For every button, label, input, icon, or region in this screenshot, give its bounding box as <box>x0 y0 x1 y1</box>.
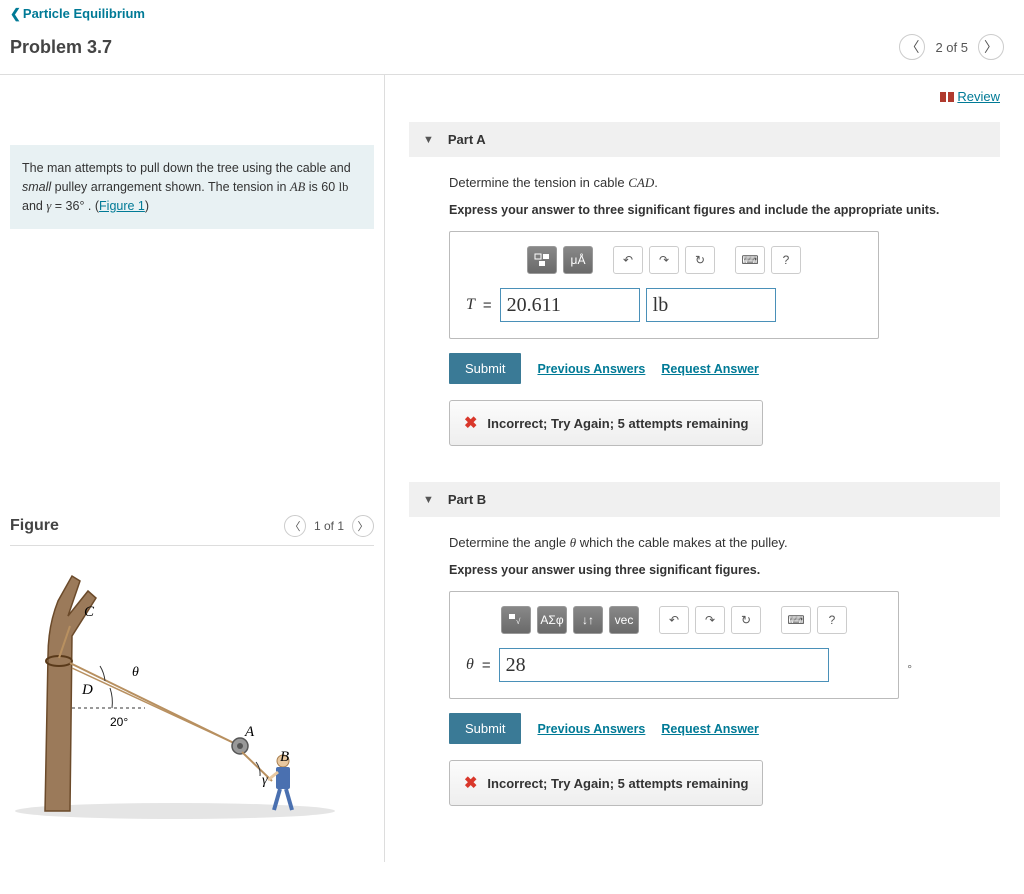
figure-pager: 〈 1 of 1 〉 <box>284 515 374 537</box>
part-b-question: Determine the angle θ which the cable ma… <box>449 535 1000 551</box>
part-a-request-answer-link[interactable]: Request Answer <box>661 362 758 376</box>
figure-link[interactable]: Figure 1 <box>99 199 145 213</box>
part-b-title: Part B <box>448 492 486 507</box>
keyboard-button[interactable]: ⌨ <box>781 606 811 634</box>
reset-button[interactable]: ↻ <box>685 246 715 274</box>
fig-prev-button[interactable]: 〈 <box>284 515 306 537</box>
svg-text:D: D <box>81 682 93 698</box>
page-title: Problem 3.7 <box>10 37 112 58</box>
svg-text:C: C <box>84 604 95 620</box>
part-a-previous-answers-link[interactable]: Previous Answers <box>537 362 645 376</box>
part-a-feedback: ✖ Incorrect; Try Again; 5 attempts remai… <box>449 400 763 446</box>
collapse-icon: ▼ <box>423 494 434 506</box>
svg-text:γ: γ <box>262 773 268 788</box>
breadcrumb: ❮Particle Equilibrium <box>0 0 1024 26</box>
next-problem-button[interactable]: 〉 <box>978 34 1004 60</box>
fig-next-button[interactable]: 〉 <box>352 515 374 537</box>
subscript-button[interactable]: ↓↑ <box>573 606 603 634</box>
prev-problem-button[interactable]: 〈 <box>899 34 925 60</box>
redo-button[interactable]: ↷ <box>695 606 725 634</box>
flag-icon <box>940 92 954 102</box>
keyboard-button[interactable]: ⌨ <box>735 246 765 274</box>
incorrect-icon: ✖ <box>464 773 477 793</box>
template-button[interactable] <box>527 246 557 274</box>
problem-statement: The man attempts to pull down the tree u… <box>10 145 374 229</box>
units-button[interactable]: μÅ <box>563 246 593 274</box>
var-label: T <box>466 296 475 314</box>
part-a-title: Part A <box>448 132 486 147</box>
help-button[interactable]: ? <box>771 246 801 274</box>
part-a-submit-button[interactable]: Submit <box>449 353 521 384</box>
undo-button[interactable]: ↶ <box>613 246 643 274</box>
help-button[interactable]: ? <box>817 606 847 634</box>
part-b-instruction: Express your answer using three signific… <box>449 563 1000 577</box>
svg-text:√: √ <box>516 617 521 626</box>
part-b-submit-button[interactable]: Submit <box>449 713 521 744</box>
reset-button[interactable]: ↻ <box>731 606 761 634</box>
vector-button[interactable]: vec <box>609 606 639 634</box>
part-a-question: Determine the tension in cable CAD. <box>449 175 1000 191</box>
figure-pager-text: 1 of 1 <box>314 519 344 533</box>
part-b-answer-box: √ ΑΣφ ↓↑ vec ↶ ↷ ↻ ⌨ ? θ = <box>449 591 899 699</box>
collapse-icon: ▼ <box>423 134 434 146</box>
part-b-value-input[interactable] <box>499 648 829 682</box>
part-b-request-answer-link[interactable]: Request Answer <box>661 722 758 736</box>
part-a-answer-box: μÅ ↶ ↷ ↻ ⌨ ? T = <box>449 231 879 339</box>
svg-text:20°: 20° <box>110 715 128 729</box>
degree-symbol: ° <box>907 662 912 676</box>
chevron-left-icon: ❮ <box>10 6 21 21</box>
part-a-header[interactable]: ▼ Part A <box>409 122 1000 157</box>
problem-pager: 〈 2 of 5 〉 <box>899 34 1014 60</box>
part-a-value-input[interactable] <box>500 288 640 322</box>
part-a-instruction: Express your answer to three significant… <box>449 203 1000 217</box>
review-link[interactable]: Review <box>940 89 1000 104</box>
svg-text:θ: θ <box>132 665 139 680</box>
part-a-unit-input[interactable] <box>646 288 776 322</box>
incorrect-icon: ✖ <box>464 413 477 433</box>
greek-button[interactable]: ΑΣφ <box>537 606 567 634</box>
template-button[interactable]: √ <box>501 606 531 634</box>
redo-button[interactable]: ↷ <box>649 246 679 274</box>
part-b-previous-answers-link[interactable]: Previous Answers <box>537 722 645 736</box>
breadcrumb-link[interactable]: ❮Particle Equilibrium <box>10 6 145 21</box>
svg-text:A: A <box>244 724 255 740</box>
var-label: θ <box>466 656 474 674</box>
svg-text:B: B <box>280 749 289 765</box>
part-b-header[interactable]: ▼ Part B <box>409 482 1000 517</box>
part-b-feedback: ✖ Incorrect; Try Again; 5 attempts remai… <box>449 760 763 806</box>
undo-button[interactable]: ↶ <box>659 606 689 634</box>
pager-text: 2 of 5 <box>935 40 968 55</box>
title-bar: Problem 3.7 〈 2 of 5 〉 <box>0 26 1024 75</box>
figure-title: Figure <box>10 517 59 535</box>
figure-diagram: C D A B θ γ 20° <box>10 566 340 826</box>
